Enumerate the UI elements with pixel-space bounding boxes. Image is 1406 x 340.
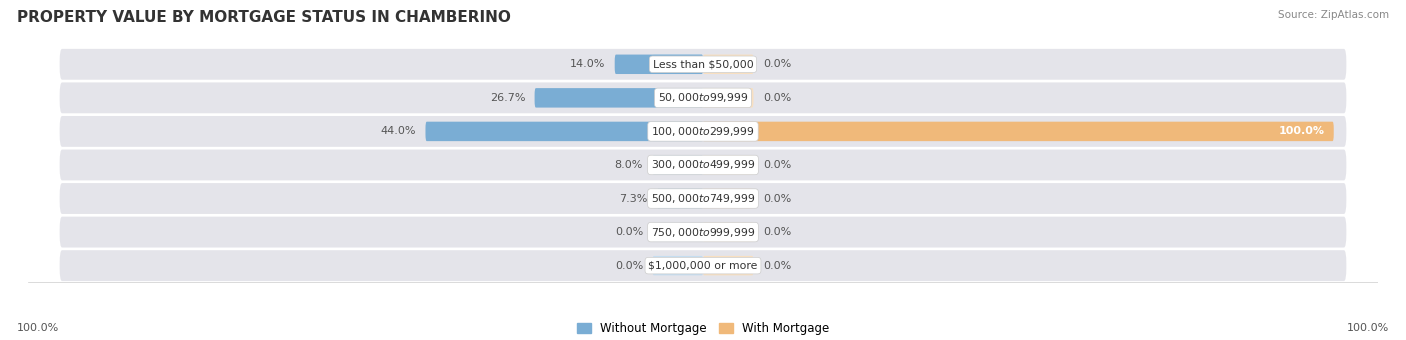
- Text: 0.0%: 0.0%: [614, 227, 643, 237]
- FancyBboxPatch shape: [703, 155, 754, 175]
- FancyBboxPatch shape: [703, 222, 754, 242]
- Text: 100.0%: 100.0%: [17, 323, 59, 333]
- Text: 0.0%: 0.0%: [763, 193, 792, 204]
- Text: 26.7%: 26.7%: [489, 93, 524, 103]
- FancyBboxPatch shape: [426, 122, 703, 141]
- FancyBboxPatch shape: [652, 54, 703, 74]
- Legend: Without Mortgage, With Mortgage: Without Mortgage, With Mortgage: [572, 317, 834, 340]
- Text: $300,000 to $499,999: $300,000 to $499,999: [651, 158, 755, 171]
- FancyBboxPatch shape: [703, 122, 1334, 141]
- Text: 100.0%: 100.0%: [1347, 323, 1389, 333]
- FancyBboxPatch shape: [703, 189, 754, 208]
- Text: Less than $50,000: Less than $50,000: [652, 59, 754, 69]
- Text: 0.0%: 0.0%: [763, 261, 792, 271]
- Text: 0.0%: 0.0%: [614, 261, 643, 271]
- FancyBboxPatch shape: [652, 256, 703, 275]
- Text: $100,000 to $299,999: $100,000 to $299,999: [651, 125, 755, 138]
- FancyBboxPatch shape: [703, 88, 754, 107]
- Text: 0.0%: 0.0%: [763, 93, 792, 103]
- FancyBboxPatch shape: [59, 82, 1347, 113]
- FancyBboxPatch shape: [59, 49, 1347, 80]
- FancyBboxPatch shape: [703, 122, 754, 141]
- FancyBboxPatch shape: [652, 155, 703, 175]
- FancyBboxPatch shape: [59, 183, 1347, 214]
- Text: PROPERTY VALUE BY MORTGAGE STATUS IN CHAMBERINO: PROPERTY VALUE BY MORTGAGE STATUS IN CHA…: [17, 10, 510, 25]
- Text: 44.0%: 44.0%: [381, 126, 416, 136]
- FancyBboxPatch shape: [657, 189, 703, 208]
- FancyBboxPatch shape: [59, 116, 1347, 147]
- Text: Source: ZipAtlas.com: Source: ZipAtlas.com: [1278, 10, 1389, 20]
- Text: 7.3%: 7.3%: [619, 193, 648, 204]
- FancyBboxPatch shape: [59, 150, 1347, 181]
- Text: 14.0%: 14.0%: [569, 59, 605, 69]
- FancyBboxPatch shape: [703, 54, 754, 74]
- FancyBboxPatch shape: [534, 88, 703, 107]
- Text: 100.0%: 100.0%: [1278, 126, 1324, 136]
- FancyBboxPatch shape: [652, 122, 703, 141]
- Text: 8.0%: 8.0%: [614, 160, 643, 170]
- FancyBboxPatch shape: [614, 54, 703, 74]
- Text: $1,000,000 or more: $1,000,000 or more: [648, 261, 758, 271]
- Text: 0.0%: 0.0%: [763, 227, 792, 237]
- Text: $750,000 to $999,999: $750,000 to $999,999: [651, 225, 755, 239]
- FancyBboxPatch shape: [652, 222, 703, 242]
- FancyBboxPatch shape: [652, 155, 703, 175]
- FancyBboxPatch shape: [703, 256, 754, 275]
- FancyBboxPatch shape: [59, 250, 1347, 281]
- Text: $500,000 to $749,999: $500,000 to $749,999: [651, 192, 755, 205]
- Text: 0.0%: 0.0%: [763, 59, 792, 69]
- FancyBboxPatch shape: [652, 189, 703, 208]
- FancyBboxPatch shape: [652, 88, 703, 107]
- Text: 0.0%: 0.0%: [763, 160, 792, 170]
- Text: $50,000 to $99,999: $50,000 to $99,999: [658, 91, 748, 104]
- FancyBboxPatch shape: [59, 217, 1347, 248]
